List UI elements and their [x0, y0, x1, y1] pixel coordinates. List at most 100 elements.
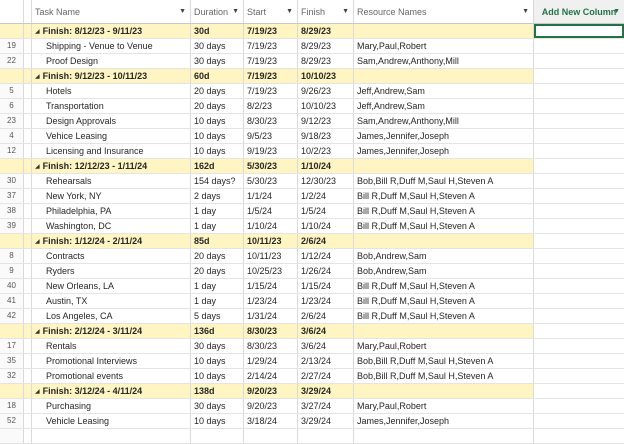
resource-names-cell[interactable]: Bob,Andrew,Sam	[354, 264, 534, 278]
row-id-cell[interactable]: 38	[0, 204, 24, 218]
duration-cell[interactable]	[191, 429, 244, 443]
duration-cell[interactable]: 10 days	[191, 414, 244, 428]
task-name-cell[interactable]: Purchasing	[32, 399, 191, 413]
duration-cell[interactable]: 1 day	[191, 294, 244, 308]
task-name-cell[interactable]: Austin, TX	[32, 294, 191, 308]
table-row[interactable]: 42 Los Angeles, CA 5 days 1/31/24 2/6/24 Bill…	[0, 309, 624, 324]
group-name-cell[interactable]: ◢ Finish: 3/12/24 - 4/11/24	[32, 384, 191, 398]
duration-cell[interactable]: 1 day	[191, 204, 244, 218]
chevron-down-icon[interactable]: ▼	[179, 8, 186, 15]
resource-names-header[interactable]: Resource Names ▼	[354, 0, 534, 23]
finish-cell[interactable]: 10/10/23	[298, 99, 354, 113]
add-new-column-cell[interactable]	[534, 204, 624, 218]
group-row[interactable]: ◢ Finish: 2/12/24 - 3/11/24 136d 8/30/23 3/6…	[0, 324, 624, 339]
resource-names-cell[interactable]: James,Jennifer,Joseph	[354, 144, 534, 158]
finish-cell[interactable]: 1/23/24	[298, 294, 354, 308]
table-row[interactable]: 37 New York, NY 2 days 1/1/24 1/2/24 Bill R,D…	[0, 189, 624, 204]
group-row[interactable]: ◢ Finish: 1/12/24 - 2/11/24 85d 10/11/23 2/6…	[0, 234, 624, 249]
resource-names-cell[interactable]	[354, 324, 534, 338]
finish-cell[interactable]: 8/29/23	[298, 24, 354, 38]
table-row[interactable]: 17 Rentals 30 days 8/30/23 3/6/24 Mary,Paul,R…	[0, 339, 624, 354]
finish-cell[interactable]: 1/2/24	[298, 189, 354, 203]
add-new-column-cell[interactable]	[534, 114, 624, 128]
group-name-cell[interactable]: ◢ Finish: 8/12/23 - 9/11/23	[32, 24, 191, 38]
start-cell[interactable]	[244, 429, 298, 443]
table-row[interactable]: 4 Vehice Leasing 10 days 9/5/23 9/18/23 James…	[0, 129, 624, 144]
table-row[interactable]: 8 Contracts 20 days 10/11/23 1/12/24 Bob,Andr…	[0, 249, 624, 264]
duration-cell[interactable]: 85d	[191, 234, 244, 248]
resource-names-cell[interactable]	[354, 429, 534, 443]
task-name-cell[interactable]: Shipping - Venue to Venue	[32, 39, 191, 53]
start-cell[interactable]: 8/2/23	[244, 99, 298, 113]
duration-cell[interactable]: 10 days	[191, 114, 244, 128]
start-cell[interactable]: 1/15/24	[244, 279, 298, 293]
table-row[interactable]: 5 Hotels 20 days 7/19/23 9/26/23 Jeff,Andrew,…	[0, 84, 624, 99]
resource-names-cell[interactable]: Bob,Bill R,Duff M,Saul H,Steven A	[354, 369, 534, 383]
group-name-cell[interactable]: ◢ Finish: 1/12/24 - 2/11/24	[32, 234, 191, 248]
table-row[interactable]: 30 Rehearsals 154 days? 5/30/23 12/30/23 Bob,…	[0, 174, 624, 189]
duration-cell[interactable]: 30 days	[191, 54, 244, 68]
task-name-cell[interactable]: Rentals	[32, 339, 191, 353]
resource-names-cell[interactable]: Bill R,Duff M,Saul H,Steven A	[354, 204, 534, 218]
task-name-cell[interactable]: Design Approvals	[32, 114, 191, 128]
finish-cell[interactable]: 2/27/24	[298, 369, 354, 383]
row-id-cell[interactable]: 5	[0, 84, 24, 98]
add-new-column-cell[interactable]	[534, 399, 624, 413]
start-cell[interactable]: 7/19/23	[244, 24, 298, 38]
duration-cell[interactable]: 1 day	[191, 219, 244, 233]
finish-cell[interactable]: 9/18/23	[298, 129, 354, 143]
start-cell[interactable]: 7/19/23	[244, 69, 298, 83]
duration-cell[interactable]: 30 days	[191, 399, 244, 413]
row-id-cell[interactable]	[0, 324, 24, 338]
resource-names-cell[interactable]: Mary,Paul,Robert	[354, 339, 534, 353]
row-id-cell[interactable]: 17	[0, 339, 24, 353]
add-new-column-cell[interactable]	[534, 324, 624, 338]
row-id-cell[interactable]: 9	[0, 264, 24, 278]
resource-names-cell[interactable]	[354, 24, 534, 38]
row-id-header[interactable]	[0, 0, 24, 23]
table-row[interactable]: 22 Proof Design 30 days 7/19/23 8/29/23 Sam,A…	[0, 54, 624, 69]
start-cell[interactable]: 10/25/23	[244, 264, 298, 278]
row-id-cell[interactable]: 41	[0, 294, 24, 308]
duration-cell[interactable]: 5 days	[191, 309, 244, 323]
start-cell[interactable]: 8/30/23	[244, 114, 298, 128]
row-id-cell[interactable]: 6	[0, 99, 24, 113]
collapse-triangle-icon[interactable]: ◢	[35, 74, 40, 80]
start-cell[interactable]: 1/31/24	[244, 309, 298, 323]
duration-cell[interactable]: 30d	[191, 24, 244, 38]
table-row[interactable]: 19 Shipping - Venue to Venue 30 days 7/19/2…	[0, 39, 624, 54]
duration-cell[interactable]: 60d	[191, 69, 244, 83]
finish-cell[interactable]: 9/26/23	[298, 84, 354, 98]
resource-names-cell[interactable]: Sam,Andrew,Anthony,Mill	[354, 114, 534, 128]
table-row[interactable]: 35 Promotional Interviews 10 days 1/29/24 2/…	[0, 354, 624, 369]
task-name-cell[interactable]	[32, 429, 191, 443]
row-id-cell[interactable]	[0, 384, 24, 398]
finish-cell[interactable]: 3/29/24	[298, 384, 354, 398]
group-row[interactable]: ◢ Finish: 8/12/23 - 9/11/23 30d 7/19/23 8/29…	[0, 24, 624, 39]
group-row[interactable]: ◢ Finish: 12/12/23 - 1/11/24 162d 5/30/23 1/…	[0, 159, 624, 174]
row-id-cell[interactable]: 52	[0, 414, 24, 428]
start-cell[interactable]: 7/19/23	[244, 84, 298, 98]
task-name-cell[interactable]: Rehearsals	[32, 174, 191, 188]
finish-cell[interactable]: 1/15/24	[298, 279, 354, 293]
finish-cell[interactable]: 10/10/23	[298, 69, 354, 83]
add-new-column-cell[interactable]	[534, 264, 624, 278]
add-new-column-cell[interactable]	[534, 219, 624, 233]
finish-cell[interactable]: 3/29/24	[298, 414, 354, 428]
table-row[interactable]	[0, 429, 624, 444]
table-row[interactable]: 52 Vehicle Leasing 10 days 3/18/24 3/29/24 Ja…	[0, 414, 624, 429]
resource-names-cell[interactable]: Mary,Paul,Robert	[354, 39, 534, 53]
add-new-column-cell[interactable]	[534, 369, 624, 383]
resource-names-cell[interactable]: Bill R,Duff M,Saul H,Steven A	[354, 309, 534, 323]
start-cell[interactable]: 9/19/23	[244, 144, 298, 158]
resource-names-cell[interactable]: Bob,Andrew,Sam	[354, 249, 534, 263]
finish-cell[interactable]: 8/29/23	[298, 54, 354, 68]
task-name-cell[interactable]: Contracts	[32, 249, 191, 263]
finish-header[interactable]: Finish ▼	[298, 0, 354, 23]
group-name-cell[interactable]: ◢ Finish: 9/12/23 - 10/11/23	[32, 69, 191, 83]
finish-cell[interactable]: 1/12/24	[298, 249, 354, 263]
duration-cell[interactable]: 154 days?	[191, 174, 244, 188]
duration-cell[interactable]: 136d	[191, 324, 244, 338]
table-row[interactable]: 6 Transportation 20 days 8/2/23 10/10/23 Jeff…	[0, 99, 624, 114]
row-id-cell[interactable]: 40	[0, 279, 24, 293]
